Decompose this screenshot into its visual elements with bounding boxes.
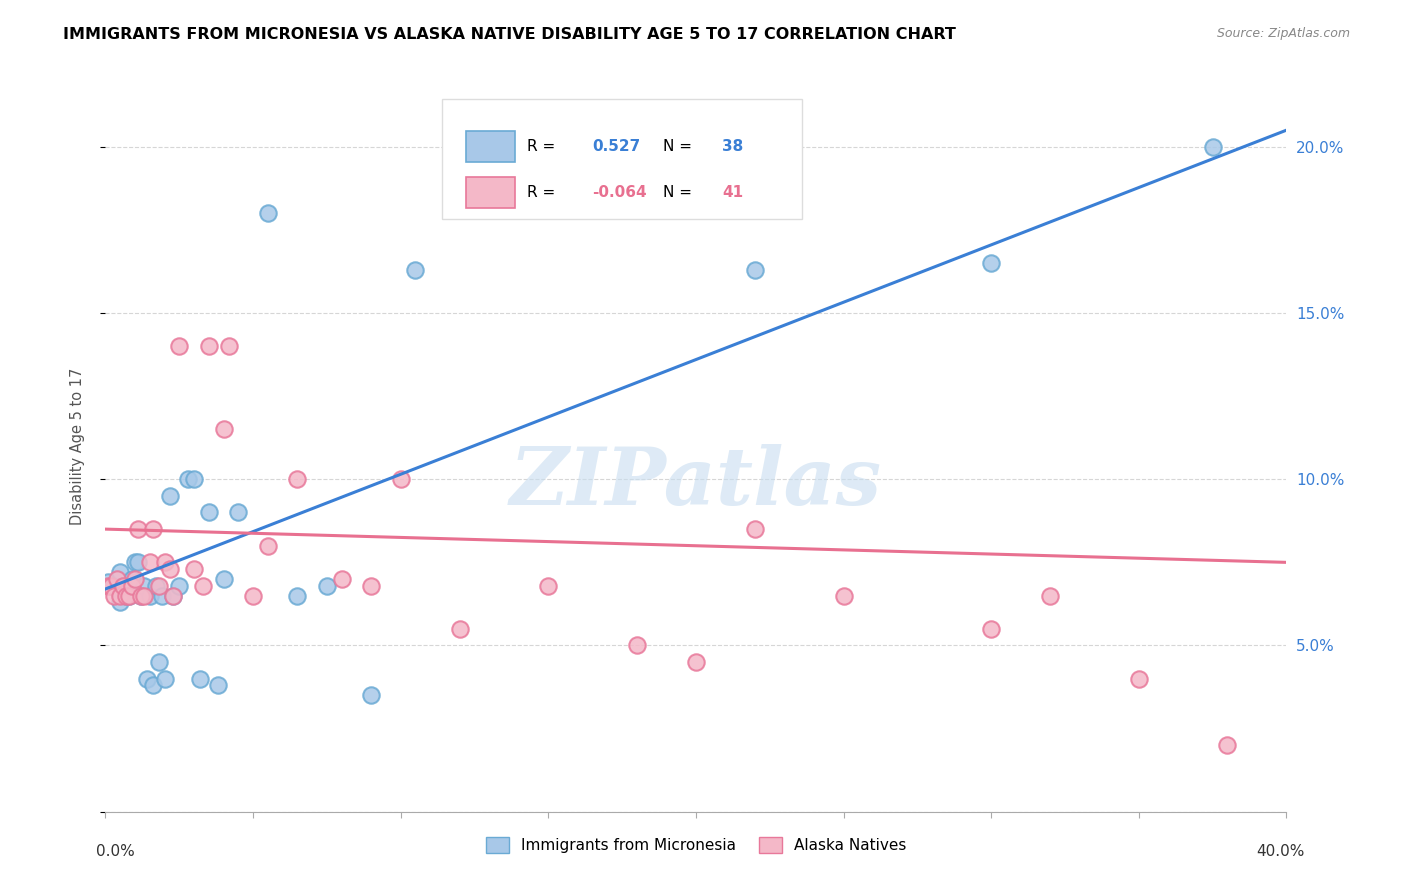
FancyBboxPatch shape bbox=[465, 131, 515, 161]
Point bbox=[110, 566, 132, 580]
Point bbox=[449, 622, 471, 636]
Point bbox=[744, 522, 766, 536]
Point bbox=[129, 589, 152, 603]
Point bbox=[197, 339, 219, 353]
Point bbox=[212, 422, 235, 436]
Point bbox=[138, 589, 162, 603]
Point bbox=[228, 506, 250, 520]
Point bbox=[100, 579, 122, 593]
Text: N =: N = bbox=[662, 186, 697, 201]
Point bbox=[389, 472, 412, 486]
Point bbox=[183, 562, 205, 576]
Point bbox=[118, 589, 141, 603]
FancyBboxPatch shape bbox=[441, 99, 803, 219]
Point bbox=[537, 579, 560, 593]
Point bbox=[121, 572, 143, 586]
Text: 0.0%: 0.0% bbox=[96, 845, 135, 859]
Text: ZIPatlas: ZIPatlas bbox=[510, 444, 882, 521]
Legend: Immigrants from Micronesia, Alaska Natives: Immigrants from Micronesia, Alaska Nativ… bbox=[479, 830, 912, 859]
Text: N =: N = bbox=[662, 138, 697, 153]
Point bbox=[1128, 672, 1150, 686]
Point bbox=[105, 572, 128, 586]
Point bbox=[159, 562, 181, 576]
Point bbox=[153, 555, 176, 569]
Point bbox=[135, 672, 157, 686]
Point bbox=[980, 622, 1002, 636]
Point bbox=[169, 339, 191, 353]
Point bbox=[832, 589, 855, 603]
Point bbox=[132, 589, 155, 603]
Point bbox=[183, 472, 205, 486]
Text: Source: ZipAtlas.com: Source: ZipAtlas.com bbox=[1216, 27, 1350, 40]
Point bbox=[626, 639, 648, 653]
Point bbox=[287, 589, 309, 603]
Point bbox=[162, 589, 184, 603]
Point bbox=[121, 579, 143, 593]
Text: 41: 41 bbox=[721, 186, 744, 201]
Point bbox=[110, 589, 132, 603]
Point bbox=[360, 689, 382, 703]
Point bbox=[159, 489, 181, 503]
Text: 0.527: 0.527 bbox=[592, 138, 640, 153]
Text: R =: R = bbox=[527, 186, 560, 201]
Point bbox=[115, 589, 138, 603]
Point bbox=[112, 579, 135, 593]
Point bbox=[257, 206, 280, 220]
Point bbox=[105, 582, 128, 596]
Point bbox=[188, 672, 211, 686]
Text: 40.0%: 40.0% bbox=[1257, 845, 1305, 859]
Point bbox=[980, 256, 1002, 270]
Point bbox=[1201, 140, 1223, 154]
Point bbox=[287, 472, 309, 486]
Text: 38: 38 bbox=[721, 138, 744, 153]
Point bbox=[115, 589, 138, 603]
Point bbox=[148, 655, 170, 669]
Point bbox=[110, 595, 132, 609]
Point bbox=[138, 555, 162, 569]
Point bbox=[103, 589, 125, 603]
Point bbox=[1039, 589, 1062, 603]
Point bbox=[153, 672, 176, 686]
Point bbox=[218, 339, 240, 353]
Point bbox=[315, 579, 337, 593]
Point bbox=[197, 506, 219, 520]
Point bbox=[212, 572, 235, 586]
Point bbox=[162, 589, 184, 603]
Point bbox=[142, 678, 165, 692]
Point bbox=[127, 555, 149, 569]
Point bbox=[145, 579, 167, 593]
Point bbox=[405, 262, 427, 277]
Point bbox=[169, 579, 191, 593]
Point bbox=[744, 262, 766, 277]
Point bbox=[685, 655, 707, 669]
Point bbox=[148, 579, 170, 593]
Text: IMMIGRANTS FROM MICRONESIA VS ALASKA NATIVE DISABILITY AGE 5 TO 17 CORRELATION C: IMMIGRANTS FROM MICRONESIA VS ALASKA NAT… bbox=[63, 27, 956, 42]
Point bbox=[330, 572, 353, 586]
Point bbox=[118, 589, 141, 603]
FancyBboxPatch shape bbox=[465, 178, 515, 208]
Point bbox=[242, 589, 264, 603]
Text: R =: R = bbox=[527, 138, 560, 153]
Point bbox=[124, 572, 146, 586]
Y-axis label: Disability Age 5 to 17: Disability Age 5 to 17 bbox=[70, 368, 84, 524]
Point bbox=[1216, 738, 1239, 752]
Point bbox=[127, 522, 149, 536]
Point bbox=[360, 579, 382, 593]
Point bbox=[257, 539, 280, 553]
Point bbox=[177, 472, 200, 486]
Point bbox=[124, 555, 146, 569]
Point bbox=[191, 579, 214, 593]
Point bbox=[112, 579, 135, 593]
Point bbox=[97, 579, 120, 593]
Point bbox=[142, 522, 165, 536]
Point bbox=[150, 589, 173, 603]
Text: -0.064: -0.064 bbox=[592, 186, 647, 201]
Point bbox=[207, 678, 229, 692]
Point bbox=[97, 575, 120, 590]
Point bbox=[129, 589, 152, 603]
Point bbox=[103, 579, 125, 593]
Point bbox=[132, 579, 155, 593]
